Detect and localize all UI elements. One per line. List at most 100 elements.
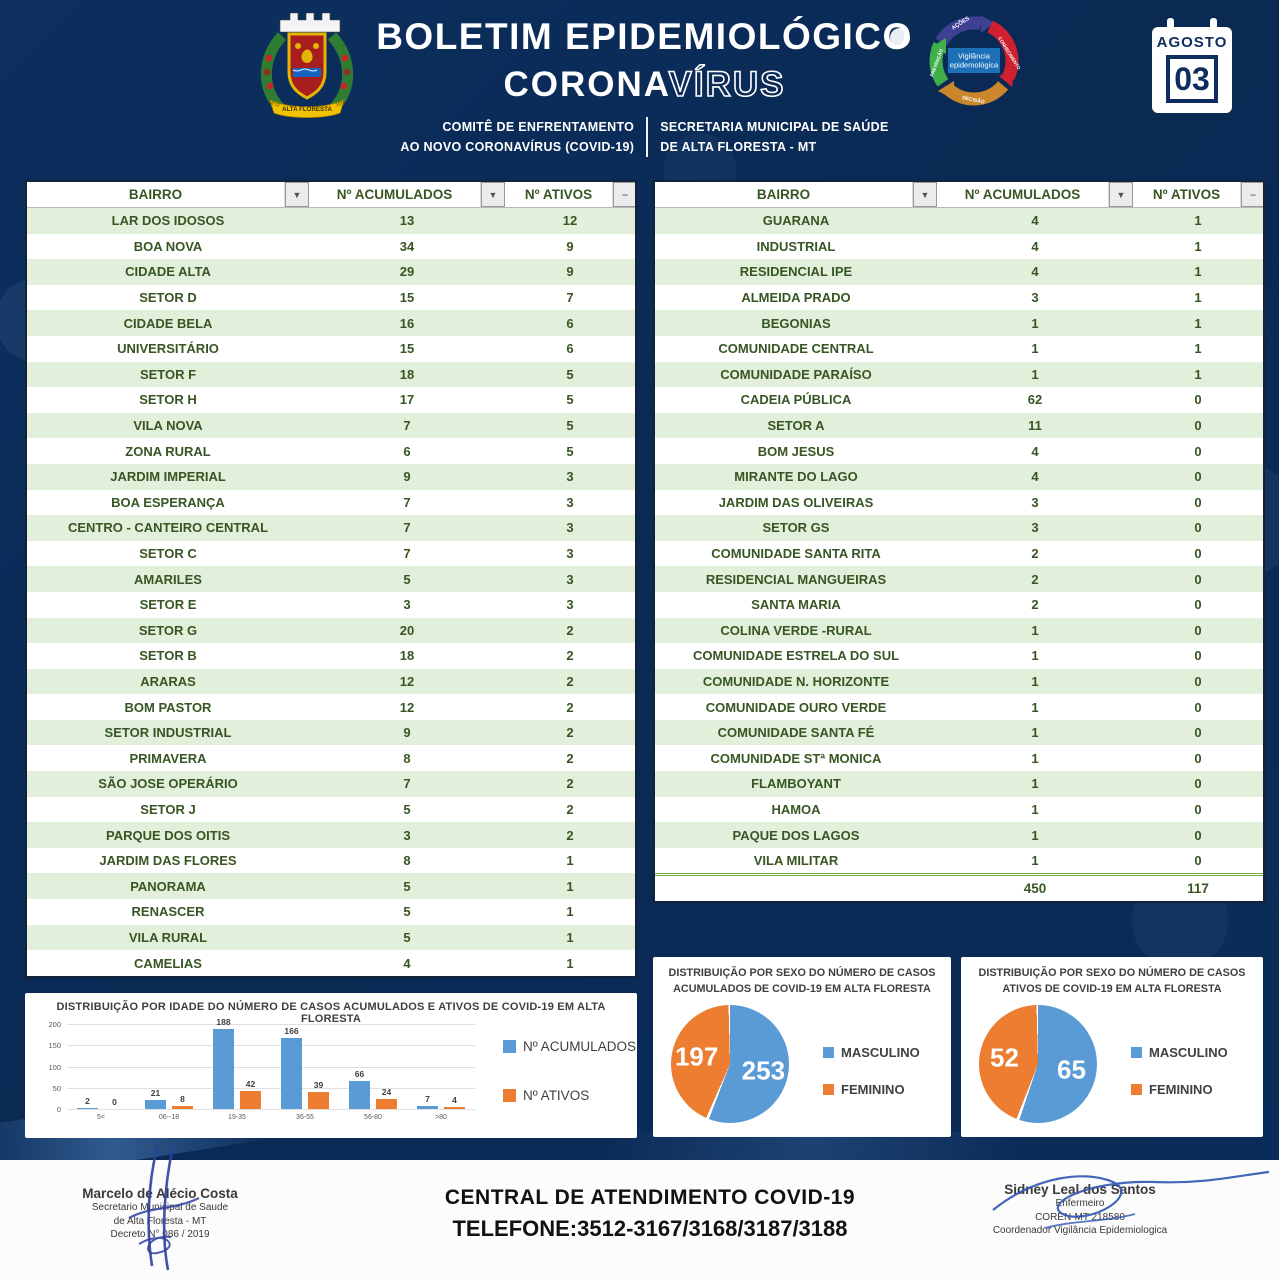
y-axis-tick-label: 150 xyxy=(48,1041,61,1051)
acumulados-cell: 1 xyxy=(1031,750,1039,766)
ativos-cell: 2 xyxy=(566,827,574,843)
bairro-cell: LAR DOS IDOSOS xyxy=(111,213,225,229)
acumulados-cell: 4 xyxy=(1031,213,1039,229)
table-row: VILA NOVA 7 5 xyxy=(27,412,635,439)
ativos-cell: 1 xyxy=(1194,213,1202,229)
filter-dropdown-icon[interactable]: ▼ xyxy=(1109,182,1133,207)
acumulados-cell: 7 xyxy=(403,776,411,792)
filter-dropdown-icon[interactable]: ▼ xyxy=(481,182,505,207)
table-row: FLAMBOYANT 1 0 xyxy=(655,771,1263,797)
table-row: VILA MILITAR 1 0 xyxy=(655,847,1263,874)
table-header: BAIRRO ▼ Nº ACUMULADOS ▼ Nº ATIVOS -- xyxy=(655,182,1263,208)
acumulados-cell: 12 xyxy=(399,673,415,689)
x-axis-tick-label: 36-55 xyxy=(296,1114,314,1121)
legend-label: Nº ATIVOS xyxy=(523,1088,590,1103)
y-axis-tick-label: 0 xyxy=(56,1105,61,1114)
total-acumulados: 450 xyxy=(1023,881,1047,897)
acumulados-cell: 7 xyxy=(403,494,411,510)
sex-distribution-accumulated-pie: DISTRIBUIÇÃO POR SEXO DO NÚMERO DE CASOS… xyxy=(653,957,951,1137)
bairro-cell: SETOR C xyxy=(139,546,197,562)
legend-swatch-icon xyxy=(823,1084,834,1095)
table-row: PARQUE DOS OITIS 3 2 xyxy=(27,822,635,848)
total-label-cell xyxy=(655,876,937,901)
table-total-row: 450 117 xyxy=(655,873,1263,902)
legend-item: MASCULINO xyxy=(823,1045,920,1060)
acumulados-cell: 5 xyxy=(403,929,411,945)
ativos-cell: 5 xyxy=(566,392,574,408)
filter-dropdown-icon[interactable]: ▼ xyxy=(285,182,309,207)
ativos-bar xyxy=(172,1105,193,1109)
table-row: COMUNIDADE OURO VERDE 1 0 xyxy=(655,694,1263,720)
acumulados-cell: 16 xyxy=(399,315,415,331)
ativos-cell: 1 xyxy=(566,929,574,945)
table-row: SETOR B 18 2 xyxy=(27,643,635,669)
filter-truncated-icon[interactable]: -- xyxy=(613,182,635,207)
legend-label: Nº ACUMULADOS xyxy=(523,1039,636,1054)
bairro-cell: FLAMBOYANT xyxy=(751,776,841,792)
bairro-cell: SETOR A xyxy=(767,418,825,434)
bar-data-label: 42 xyxy=(245,1079,256,1090)
bairro-cell: GUARANA xyxy=(762,213,830,229)
ativos-cell: 1 xyxy=(566,853,574,869)
ativos-cell: 1 xyxy=(1194,315,1202,331)
ativos-cell: 0 xyxy=(1194,494,1202,510)
ativos-cell: 3 xyxy=(566,494,574,510)
x-axis-tick-label: 5< xyxy=(97,1114,105,1121)
acumulados-cell: 1 xyxy=(1031,827,1039,843)
legend-swatch-icon xyxy=(1131,1047,1142,1058)
ativos-cell: 5 xyxy=(566,443,574,459)
table-row: SETOR D 15 7 xyxy=(27,284,635,311)
signer-name: Marcelo de Alécio Costa xyxy=(82,1186,238,1201)
pie-chart: 253 197 xyxy=(671,1005,789,1123)
bairro-cell: CAMELIAS xyxy=(134,955,202,971)
table-body: LAR DOS IDOSOS 13 12 BOA NOVA 34 9 CIDADE ALTA… xyxy=(27,208,635,976)
ativos-cell: 0 xyxy=(1194,673,1202,689)
acumulados-bar xyxy=(281,1038,302,1109)
ativos-cell: 1 xyxy=(566,904,574,920)
ativos-cell: 9 xyxy=(566,264,574,280)
bairro-cell: VILA RURAL xyxy=(128,929,208,945)
right-signature-block: Sidney Leal dos Santos Enfermeiro COREN-… xyxy=(930,1182,1230,1238)
bar-data-label: 0 xyxy=(112,1097,117,1107)
bairro-cell: CIDADE BELA xyxy=(123,315,213,331)
call-center-phones: TELEFONE:3512-3167/3168/3187/3188 xyxy=(452,1216,848,1241)
secretary-text: SECRETARIA MUNICIPAL DE SAÚDE DE ALTA FL… xyxy=(660,120,889,154)
column-header-bairro: BAIRRO xyxy=(27,182,285,207)
table-row: PANORAMA 5 1 xyxy=(27,873,635,900)
table-row: VILA RURAL 5 1 xyxy=(27,924,635,951)
bar-data-label: 21 xyxy=(150,1088,161,1099)
acumulados-cell: 34 xyxy=(399,238,415,254)
filter-truncated-icon[interactable]: -- xyxy=(1241,182,1263,207)
table-row: BOA NOVA 34 9 xyxy=(27,233,635,260)
acumulados-cell: 5 xyxy=(403,904,411,920)
pie-slice-value: 65 xyxy=(1057,1054,1086,1085)
table-row: RENASCER 5 1 xyxy=(27,899,635,925)
filter-dropdown-icon[interactable]: ▼ xyxy=(913,182,937,207)
ativos-bar xyxy=(444,1107,465,1109)
acumulados-cell: 17 xyxy=(399,392,415,408)
acumulados-cell: 2 xyxy=(1031,546,1039,562)
column-header-acumulados: Nº ACUMULADOS xyxy=(937,182,1109,207)
total-ativos: 117 xyxy=(1187,881,1209,897)
bairro-cell: CADEIA PÚBLICA xyxy=(740,392,852,408)
bairro-cell: JARDIM DAS OLIVEIRAS xyxy=(718,494,874,510)
bairro-cell: MIRANTE DO LAGO xyxy=(734,469,858,485)
table-row: BOA ESPERANÇA 7 3 xyxy=(27,489,635,516)
table-row: COMUNIDADE PARAÍSO 1 1 xyxy=(655,361,1263,388)
y-axis-tick-label: 200 xyxy=(48,1020,61,1029)
acumulados-cell: 5 xyxy=(403,878,411,894)
left-signature-block: Marcelo de Alécio Costa Secretario Munic… xyxy=(40,1186,280,1242)
ativos-cell: 0 xyxy=(1194,648,1202,664)
ativos-cell: 1 xyxy=(1194,238,1202,254)
table-row: SETOR C 7 3 xyxy=(27,540,635,567)
table-row: BOM JESUS 4 0 xyxy=(655,438,1263,464)
crest-year-right: 1979 xyxy=(335,100,346,108)
ativos-cell: 3 xyxy=(566,469,574,485)
bairro-cell: SETOR J xyxy=(140,801,196,817)
bairro-cell: BOM JESUS xyxy=(757,443,835,459)
ativos-cell: 1 xyxy=(566,955,574,971)
background-streak xyxy=(600,1132,1020,1162)
column-header-ativos: Nº ATIVOS xyxy=(1133,182,1241,207)
acumulados-cell: 7 xyxy=(403,418,411,434)
acumulados-cell: 18 xyxy=(399,648,415,664)
